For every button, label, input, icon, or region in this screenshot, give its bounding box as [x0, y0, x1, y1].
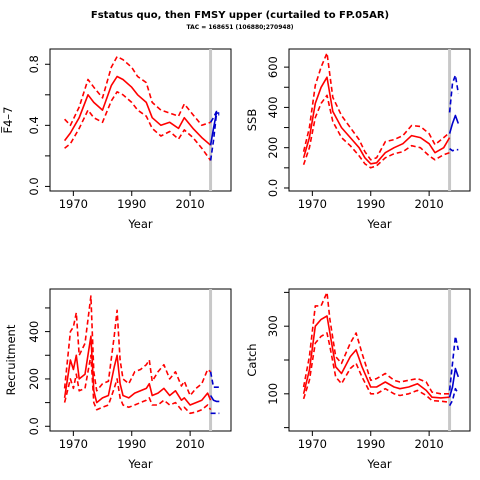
y-tick-label: 0.0: [27, 177, 41, 195]
y-axis-label: SSB: [245, 109, 259, 132]
historic-lower-line: [302, 332, 450, 404]
chart-panel-3: 1970 1990 2010 Year 0.0 200 400 Recruitment: [4, 288, 232, 471]
x-axis-label: Year: [366, 217, 392, 231]
y-tick-label: 400: [266, 96, 280, 118]
y-tick-label: 600: [266, 56, 280, 78]
x-axis-label: Year: [127, 457, 153, 471]
y-tick-label: 200: [266, 137, 280, 159]
forecast-lower-line: [448, 387, 459, 407]
historic-lower-line: [302, 94, 450, 169]
x-axis-label: Year: [127, 217, 153, 231]
forecast-lower-line: [209, 113, 220, 161]
forecast-median-line: [209, 395, 220, 403]
y-tick-label: 0.0: [27, 417, 41, 435]
historic-median-line: [63, 335, 212, 406]
historic-upper-line: [63, 295, 212, 397]
y-axis-label: F̅4–7: [0, 107, 15, 134]
chart-panel-1: 1970 1990 2010 Year 0.0 0.4 0.8 F̅4–7: [0, 48, 232, 231]
plot-frame: [49, 288, 232, 432]
forecast-upper-line: [209, 371, 220, 389]
x-tick-label: 1970: [298, 437, 327, 451]
forecast-lower-line: [449, 148, 459, 152]
x-axis-label: Year: [366, 457, 392, 471]
y-axis-label: Recruitment: [4, 324, 18, 395]
historic-median-line: [63, 75, 212, 146]
forecast-upper-line: [448, 335, 460, 391]
y-tick-label: 100: [266, 383, 280, 405]
y-tick-label: 0.4: [27, 116, 41, 134]
forecast-upper-line: [209, 110, 220, 123]
forecast-upper-line: [448, 74, 460, 113]
forecast-median-line: [209, 112, 220, 146]
plot-frame: [288, 288, 471, 432]
x-tick-label: 1970: [59, 197, 88, 211]
x-tick-label: 1970: [59, 437, 88, 451]
x-tick-label: 2010: [414, 197, 443, 211]
x-tick-label: 1990: [356, 197, 385, 211]
historic-median-line: [302, 76, 451, 165]
y-axis-label: Catch: [245, 343, 259, 376]
x-tick-label: 2010: [175, 437, 204, 451]
y-tick-label: 200: [27, 368, 41, 390]
figure-subtitle: TAC = 168651 (106880;270948): [186, 24, 294, 31]
figure-title: Fstatus quo, then FMSY upper (curtailed …: [90, 10, 390, 21]
historic-upper-line: [302, 52, 451, 161]
x-tick-label: 1990: [117, 197, 146, 211]
y-tick-label: 400: [27, 321, 41, 343]
plot-frame: [288, 48, 471, 192]
x-tick-label: 1990: [356, 437, 385, 451]
y-tick-label: 300: [266, 315, 280, 337]
forecast-median-line: [448, 114, 460, 134]
x-tick-label: 1990: [117, 437, 146, 451]
historic-median-line: [302, 315, 450, 399]
x-tick-label: 1970: [298, 197, 327, 211]
chart-panel-2: 1970 1990 2010 Year 0.0 200 400 600 SSB: [245, 48, 471, 231]
chart-panel-4: 1970 1990 2010 Year 100 300 Catch: [245, 288, 471, 471]
historic-lower-line: [64, 91, 212, 161]
x-tick-label: 2010: [414, 437, 443, 451]
historic-upper-line: [302, 291, 450, 395]
forecast-median-line: [448, 367, 460, 398]
plot-frame: [49, 48, 232, 192]
x-tick-label: 2010: [175, 197, 204, 211]
y-tick-label: 0.8: [27, 55, 41, 73]
y-tick-label: 0.0: [266, 179, 280, 197]
historic-upper-line: [64, 55, 211, 127]
